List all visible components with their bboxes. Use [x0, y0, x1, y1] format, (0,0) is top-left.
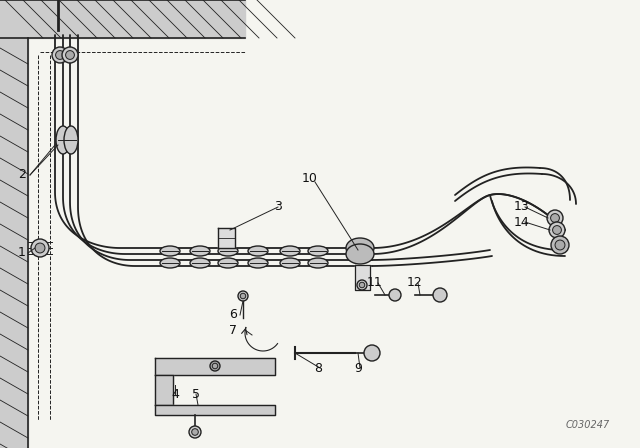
- Circle shape: [210, 361, 220, 371]
- Circle shape: [52, 47, 68, 63]
- Ellipse shape: [218, 246, 238, 256]
- Ellipse shape: [190, 258, 210, 268]
- Polygon shape: [218, 228, 235, 248]
- Text: 3: 3: [274, 201, 282, 214]
- Ellipse shape: [190, 246, 210, 256]
- Circle shape: [31, 239, 49, 257]
- Ellipse shape: [280, 246, 300, 256]
- Circle shape: [389, 289, 401, 301]
- Circle shape: [433, 288, 447, 302]
- Ellipse shape: [56, 126, 70, 154]
- Circle shape: [238, 291, 248, 301]
- Ellipse shape: [248, 258, 268, 268]
- Ellipse shape: [308, 258, 328, 268]
- Circle shape: [357, 280, 367, 290]
- Polygon shape: [155, 375, 173, 405]
- Text: 13: 13: [514, 201, 530, 214]
- Ellipse shape: [160, 246, 180, 256]
- Ellipse shape: [160, 258, 180, 268]
- Ellipse shape: [308, 246, 328, 256]
- Circle shape: [56, 51, 65, 60]
- Ellipse shape: [346, 244, 374, 264]
- Circle shape: [359, 282, 365, 288]
- Circle shape: [547, 210, 563, 226]
- Circle shape: [192, 429, 198, 435]
- Ellipse shape: [64, 126, 78, 154]
- Polygon shape: [155, 405, 275, 415]
- Text: 4: 4: [171, 388, 179, 401]
- Text: 6: 6: [229, 309, 237, 322]
- Circle shape: [555, 240, 565, 250]
- Circle shape: [35, 243, 45, 253]
- Text: 8: 8: [314, 362, 322, 375]
- Circle shape: [364, 345, 380, 361]
- Circle shape: [212, 363, 218, 369]
- Text: 2: 2: [18, 168, 26, 181]
- Text: 12: 12: [407, 276, 423, 289]
- Circle shape: [62, 47, 78, 63]
- Ellipse shape: [218, 258, 238, 268]
- Text: 11: 11: [367, 276, 383, 289]
- Circle shape: [549, 222, 565, 238]
- Circle shape: [551, 236, 569, 254]
- Ellipse shape: [248, 246, 268, 256]
- Circle shape: [240, 293, 246, 299]
- Circle shape: [550, 214, 559, 222]
- Text: 1: 1: [18, 246, 26, 259]
- Circle shape: [189, 426, 201, 438]
- Text: 9: 9: [354, 362, 362, 375]
- Circle shape: [65, 51, 74, 60]
- Text: 14: 14: [514, 215, 530, 228]
- Circle shape: [552, 226, 561, 234]
- Polygon shape: [155, 358, 275, 375]
- Text: 7: 7: [229, 323, 237, 336]
- Text: C030247: C030247: [566, 420, 610, 430]
- Ellipse shape: [346, 238, 374, 258]
- Polygon shape: [355, 265, 370, 290]
- Ellipse shape: [280, 258, 300, 268]
- Text: 5: 5: [192, 388, 200, 401]
- Text: 10: 10: [302, 172, 318, 185]
